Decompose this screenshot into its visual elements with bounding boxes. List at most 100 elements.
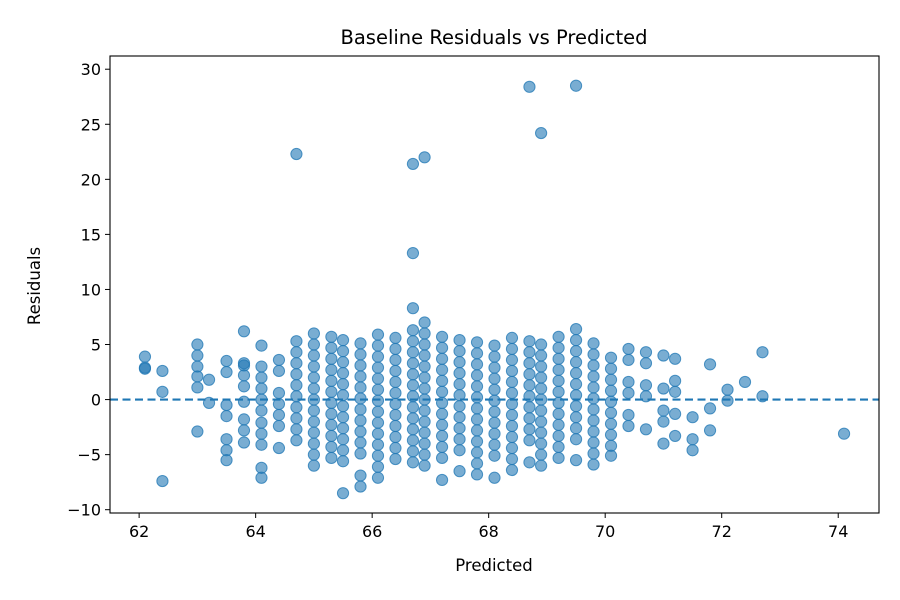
data-point <box>453 465 466 478</box>
data-point <box>406 445 420 458</box>
data-point <box>669 385 682 398</box>
data-point <box>418 349 431 362</box>
y-tick-label: 0 <box>91 391 101 410</box>
data-point <box>406 302 420 315</box>
data-point <box>406 456 420 469</box>
data-point <box>470 369 484 382</box>
data-point <box>272 408 286 422</box>
data-point <box>535 349 548 362</box>
data-point <box>535 360 548 373</box>
data-point <box>290 434 303 447</box>
data-point <box>470 457 484 470</box>
data-point <box>435 341 449 354</box>
plot-area-frame <box>109 55 880 514</box>
data-point <box>435 418 449 431</box>
data-point <box>255 360 268 373</box>
data-point <box>435 352 449 365</box>
data-point <box>552 352 565 365</box>
data-point <box>470 336 484 349</box>
data-point <box>505 430 519 444</box>
data-point <box>604 406 618 419</box>
data-point <box>237 325 251 338</box>
data-point <box>669 374 682 387</box>
data-point <box>325 352 338 365</box>
data-point <box>156 364 169 378</box>
data-point <box>371 460 385 473</box>
data-point <box>505 375 519 389</box>
data-point <box>336 487 350 500</box>
data-point <box>354 469 367 482</box>
data-point <box>191 338 204 351</box>
data-point <box>535 338 548 351</box>
data-point <box>255 339 268 352</box>
data-point <box>470 446 484 459</box>
data-point <box>622 408 635 422</box>
data-point <box>290 346 303 359</box>
data-point <box>488 394 501 407</box>
data-point <box>307 459 320 472</box>
data-point <box>488 339 501 352</box>
data-point <box>604 428 618 441</box>
data-point <box>290 401 303 414</box>
data-point <box>290 368 303 381</box>
data-point <box>587 392 600 405</box>
data-point <box>587 337 600 350</box>
data-point <box>255 438 268 451</box>
data-point <box>325 374 338 387</box>
data-point <box>523 80 536 93</box>
x-tick-label: 74 <box>828 522 848 541</box>
data-point <box>453 356 466 369</box>
data-point <box>307 382 320 395</box>
data-point <box>523 423 536 436</box>
x-tick-label: 72 <box>712 522 732 541</box>
data-point <box>470 468 484 481</box>
data-point <box>371 449 385 462</box>
data-point <box>406 401 420 414</box>
data-point <box>569 433 583 446</box>
data-point <box>371 361 385 374</box>
y-tick-label: −5 <box>77 446 101 465</box>
data-point <box>371 438 385 451</box>
data-point <box>354 425 367 438</box>
data-point <box>237 436 251 449</box>
data-point <box>587 370 600 383</box>
data-point <box>738 375 752 389</box>
data-point <box>470 413 484 426</box>
y-tick-label: 30 <box>81 60 101 79</box>
x-tick-label: 66 <box>362 522 382 541</box>
data-point <box>523 401 536 414</box>
data-point <box>505 452 519 466</box>
data-point <box>307 448 320 461</box>
data-point <box>389 430 402 444</box>
data-point <box>488 438 501 451</box>
data-point <box>290 412 303 425</box>
data-point <box>307 349 320 362</box>
data-point <box>220 433 233 446</box>
data-point <box>325 429 338 443</box>
data-point <box>220 354 233 368</box>
data-point <box>569 356 583 369</box>
data-point <box>535 404 548 417</box>
data-point <box>418 327 431 340</box>
data-point <box>389 353 402 367</box>
data-point <box>418 316 431 329</box>
data-point <box>272 364 286 378</box>
data-point <box>138 350 152 363</box>
data-point <box>307 371 320 384</box>
data-point <box>435 473 449 487</box>
data-point <box>371 427 385 440</box>
data-point <box>406 324 420 337</box>
data-point <box>307 327 320 340</box>
data-point <box>686 411 699 424</box>
data-point <box>307 338 320 351</box>
data-point <box>307 437 320 450</box>
data-point <box>604 362 618 375</box>
data-point <box>138 362 152 375</box>
data-point <box>657 404 670 417</box>
data-point <box>657 437 670 450</box>
data-point <box>371 394 385 407</box>
data-point <box>418 338 431 351</box>
data-point <box>523 434 536 447</box>
data-point <box>488 471 501 484</box>
